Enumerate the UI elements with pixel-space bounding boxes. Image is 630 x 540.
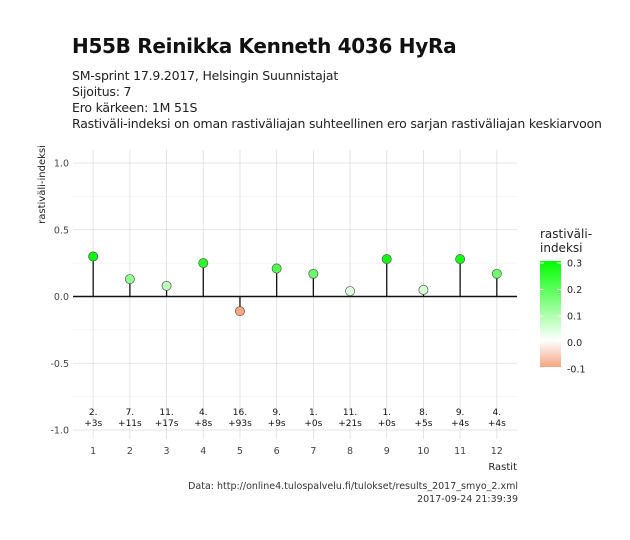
y-axis-title: rastiväli-indeksi [37,145,48,224]
rank-label: 1. [382,408,391,418]
time-diff-label: +3s [84,419,102,429]
lollipop-point [88,251,99,262]
y-tick-label: -0.5 [50,359,69,370]
legend-colorbar [540,261,561,367]
plot-panel [73,150,517,439]
x-tick-label: 2 [127,446,133,457]
y-tick-label: 1.0 [54,159,69,170]
time-diff-label: +4s [488,419,506,429]
rank-label: 1. [309,408,318,418]
lollipop-point [345,286,355,297]
time-diff-label: +9s [268,419,286,429]
rank-label: 9. [272,408,281,418]
y-tick-label: 0.0 [54,292,69,303]
legend-label: -0.1 [567,365,586,376]
legend-label: 0.2 [567,285,582,296]
lollipop-point [198,258,209,269]
legend-title-line: rastiväli- [540,227,592,241]
lollipop-point [235,306,245,317]
x-tick-label: 9 [384,446,390,457]
lollipop-point [418,284,429,295]
subtitle-event: SM-sprint 17.9.2017, Helsingin Suunnista… [72,68,339,83]
x-tick-label: 10 [417,446,429,457]
legend-label: 0.0 [567,338,582,349]
time-diff-label: +93s [228,419,252,429]
time-diff-label: +17s [155,419,179,429]
x-tick-label: 12 [491,446,503,457]
rank-label: 2. [89,408,98,418]
lollipop-point [124,274,135,285]
x-tick-label: 3 [164,446,170,457]
x-tick-label: 8 [347,446,353,457]
y-tick-label: -1.0 [50,426,69,437]
x-tick-label: 7 [310,446,316,457]
rank-label: 9. [456,408,465,418]
x-axis-title: Rastit [488,462,517,473]
legend-title-line: indeksi [540,241,582,255]
x-tick-label: 1 [90,446,96,457]
rank-label: 11. [159,408,173,418]
x-tick-label: 4 [200,446,206,457]
y-tick-label: 0.5 [54,225,69,236]
rank-label: 4. [199,408,208,418]
x-tick-label: 5 [237,446,243,457]
x-tick-label: 6 [274,446,280,457]
lollipop-point [455,254,466,265]
time-diff-label: +5s [414,419,432,429]
rank-label: 16. [233,408,247,418]
time-diff-label: +21s [338,419,362,429]
legend-label: 0.1 [567,312,582,323]
data-source-caption: Data: http://online4.tulospalvelu.fi/tul… [188,481,518,492]
subtitle-gap: Ero kärkeen: 1M 51S [72,100,198,115]
time-diff-label: +8s [194,419,212,429]
x-tick-label: 11 [454,446,466,457]
time-diff-label: +11s [118,419,142,429]
timestamp-caption: 2017-09-24 21:39:39 [417,494,518,505]
subtitle-description: Rastiväli-indeksi on oman rastiväliajan … [72,116,602,131]
legend-label: 0.3 [567,259,582,270]
lollipop-point [308,268,319,279]
lollipop-point [161,280,172,291]
subtitle-placement: Sijoitus: 7 [72,84,132,99]
lollipop-point [381,254,392,265]
lollipop-point [271,263,282,274]
chart-title: H55B Reinikka Kenneth 4036 HyRa [72,34,457,58]
rank-label: 7. [126,408,135,418]
rank-label: 11. [343,408,357,418]
rank-label: 4. [493,408,502,418]
time-diff-label: +0s [304,419,322,429]
rank-label: 8. [419,408,428,418]
time-diff-label: +0s [378,419,396,429]
lollipop-point [491,268,502,279]
time-diff-label: +4s [451,419,469,429]
